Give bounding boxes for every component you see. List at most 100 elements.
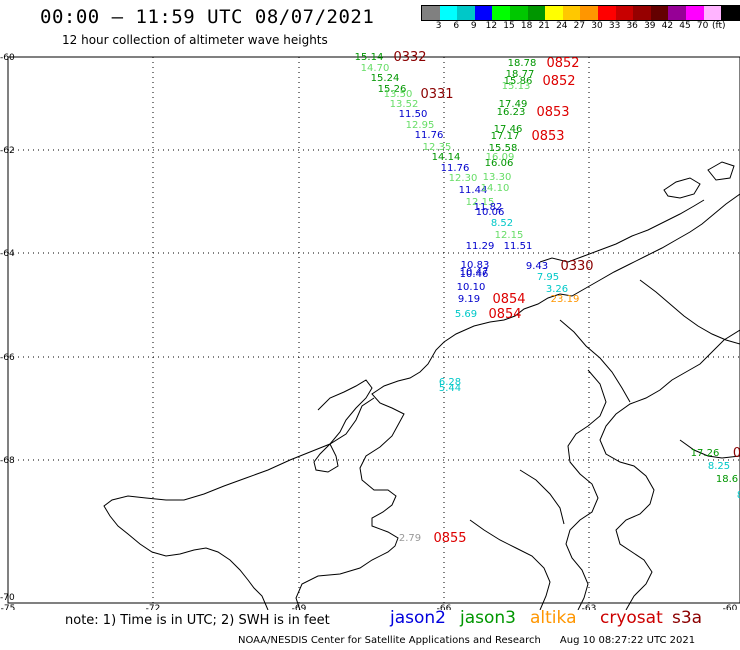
colorbar-swatch [685, 6, 704, 20]
wave-height-label: 12.15 [495, 230, 524, 241]
coastline-peninsula-west [295, 293, 561, 610]
colorbar-label: 24 [556, 21, 568, 31]
wave-height-label: 14.10 [481, 183, 510, 194]
latitude-tick-label: -68 [0, 456, 15, 466]
wave-height-label: 8.52 [491, 218, 513, 229]
pass-time-label: 0852 [546, 56, 579, 71]
colorbar-label: 12 [485, 21, 498, 31]
longitude-tick-label: -72 [146, 604, 161, 610]
colorbar-label: 45 [679, 21, 691, 31]
wave-height-label: 15.14 [355, 52, 384, 63]
wave-height-label: 15.86 [504, 76, 533, 87]
colorbar-swatch [474, 6, 493, 20]
wave-height-label: 13.52 [390, 99, 419, 110]
wave-height-label: 3.26 [546, 284, 568, 295]
axis-tick-labels: -60 -62 -64 -66 -68 -70-75 -72 -69 -66 -63 -60 [0, 53, 738, 610]
wave-height-label: 7.95 [537, 272, 559, 283]
colorbar-swatch [509, 6, 528, 20]
wave-height-label: 11.82 [474, 202, 503, 213]
wave-height-label: 15.24 [371, 73, 400, 84]
colorbar-swatch [545, 6, 563, 20]
coastline-mainland-east [559, 193, 740, 297]
colorbar-label: 33 [608, 21, 621, 31]
latitude-tick-label: -64 [0, 249, 15, 259]
wave-height-label: 5.44 [439, 383, 461, 394]
wave-height-colorbar [421, 5, 740, 21]
wave-height-label: 10.10 [457, 282, 486, 293]
colorbar-label: 30 [591, 21, 603, 31]
colorbar-swatch [562, 6, 581, 20]
wave-height-label: 17.49 [499, 99, 528, 110]
wave-height-label: 9.19 [458, 294, 480, 305]
colorbar-swatch [439, 6, 458, 20]
map-subtitle: 12 hour collection of altimeter wave hei… [62, 33, 328, 47]
latitude-tick-label: -70 [0, 593, 15, 603]
legend-entry-altika: altika [530, 608, 577, 628]
wave-height-label: 11.29 [466, 241, 495, 252]
footer-credit: NOAA/NESDIS Center for Satellite Applica… [238, 635, 696, 646]
wave-height-label: 23.19 [551, 294, 580, 305]
colorbar-swatch [527, 6, 546, 20]
pass-time-label: 0853 [536, 105, 569, 120]
wave-height-label: 5.69 [455, 309, 477, 320]
latitude-tick-label: -62 [0, 146, 15, 156]
coastline-inland-loop [559, 319, 631, 610]
wave-height-label: 18.6 [716, 474, 738, 485]
colorbar-swatch [703, 6, 722, 20]
wave-height-label: 11.44 [459, 185, 488, 196]
wave-height-label: 15.13 [502, 81, 531, 92]
wave-height-label: 12.35 [423, 142, 452, 153]
wave-height-label: 8.25 [708, 461, 730, 472]
legend-entry-jason3: jason3 [460, 608, 516, 628]
coastline-far-east [639, 279, 740, 459]
wave-height-label: 15.58 [489, 143, 518, 154]
pass-time-label: 0332 [393, 50, 426, 65]
colorbar-swatch [633, 6, 651, 20]
wave-height-label: 12.15 [466, 197, 495, 208]
wave-height-label: 18.78 [508, 58, 537, 69]
legend-entry-jason2: jason2 [390, 608, 446, 628]
pass-time-label: 0853 [531, 129, 564, 144]
coastline-ice-shelf [103, 397, 375, 610]
colorbar-label: 36 [626, 21, 638, 31]
wave-height-label: 16.06 [485, 158, 514, 169]
colorbar-swatch [422, 6, 440, 20]
wave-height-label: 14.14 [432, 152, 461, 163]
wave-height-observations: 15.1414.7015.2415.2613.5013.5211.5012.95… [355, 52, 740, 544]
pass-time-label: 0330 [560, 259, 593, 274]
pass-time-label: 0854 [488, 307, 521, 322]
coastline-islands-north [539, 161, 735, 263]
coastline [103, 161, 740, 610]
latitude-tick-label: -60 [0, 53, 15, 63]
map-frame [7, 56, 740, 604]
colorbar-swatch [457, 6, 475, 20]
colorbar-label: 3 [435, 21, 442, 31]
longitude-tick-label: -63 [582, 604, 597, 610]
wave-height-label: 6.28 [439, 377, 461, 388]
colorbar-label: 21 [538, 21, 550, 31]
wave-height-label: 12.30 [449, 173, 478, 184]
wave-height-label: 10.47 [460, 267, 489, 278]
longitude-tick-label: -60 [723, 604, 738, 610]
wave-height-label: 15.26 [378, 84, 407, 95]
wave-height-label: 16.09 [486, 152, 515, 163]
map-title: 00:00 – 11:59 UTC 08/07/2021 [40, 6, 375, 28]
wave-height-label: 16.23 [497, 107, 526, 118]
wave-height-label: 10.83 [461, 260, 490, 271]
footer-note: note: 1) Time is in UTC; 2) SWH is in fe… [65, 613, 330, 628]
wave-height-label: 18.77 [506, 69, 535, 80]
map-gridlines [7, 56, 740, 604]
wave-height-label: 10.06 [476, 207, 505, 218]
wave-height-label: 12.95 [406, 120, 435, 131]
wave-height-label: 9.43 [526, 261, 548, 272]
pass-time-label: 0331 [420, 87, 453, 102]
pass-time-label: 0 [733, 446, 740, 461]
map-plot: 15.1414.7015.2415.2613.5013.5211.5012.95… [0, 50, 740, 610]
longitude-tick-label: -75 [1, 604, 16, 610]
legend-entry-s3a: s3a [672, 608, 703, 628]
wave-height-label: 17.46 [494, 124, 523, 135]
colorbar-swatch [492, 6, 510, 20]
colorbar-label: 18 [520, 21, 533, 31]
colorbar-unit: (ft) [712, 21, 726, 31]
